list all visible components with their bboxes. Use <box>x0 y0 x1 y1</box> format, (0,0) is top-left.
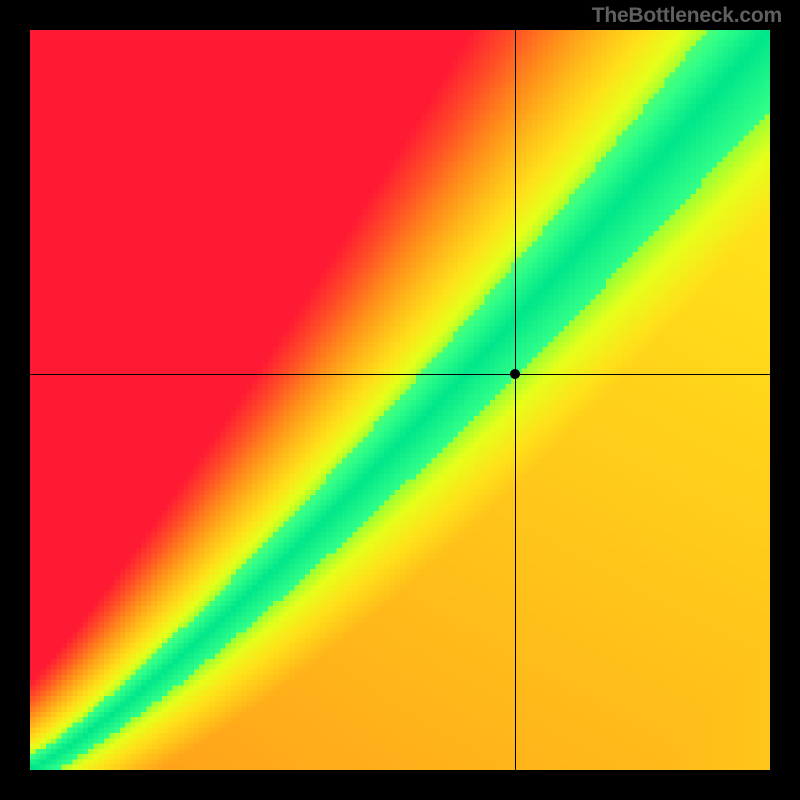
crosshair-vertical <box>515 30 516 770</box>
crosshair-horizontal <box>30 374 770 375</box>
crosshair-marker-dot <box>510 369 520 379</box>
watermark-text: TheBottleneck.com <box>592 4 782 28</box>
heatmap-plot <box>30 30 770 770</box>
heatmap-canvas <box>30 30 770 770</box>
